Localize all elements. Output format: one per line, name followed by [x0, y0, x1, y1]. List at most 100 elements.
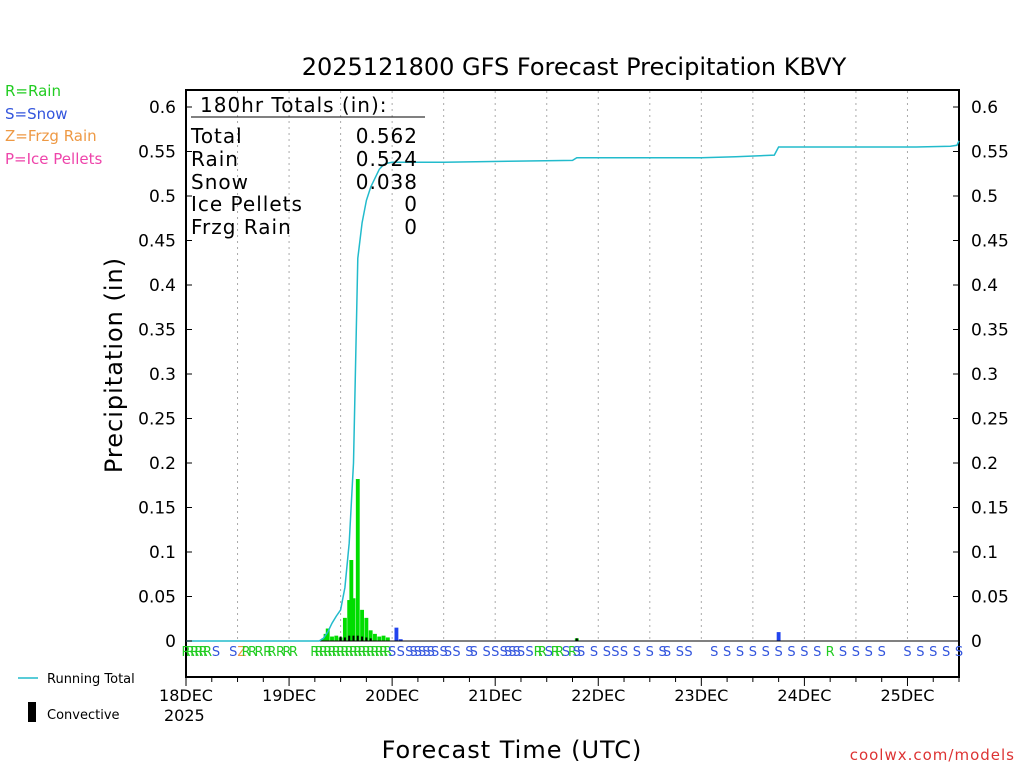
type-mark-18: R [315, 645, 324, 660]
y-tick-label-right-12: 0.6 [971, 98, 998, 118]
convective-swatch [28, 702, 36, 722]
y-axis-right: 0 0.05 0.1 0.15 0.2 0.25 0.3 0.35 0.4 0.45 0.5 0.55… [953, 98, 1009, 652]
convective-bar-1 [343, 637, 346, 641]
type-mark-54: S [513, 645, 521, 660]
x-year-label: 2025 [164, 706, 205, 725]
y-axis-label: Precipitation (in) [100, 257, 128, 473]
type-mark-74: S [676, 645, 684, 660]
type-mark-22: R [332, 645, 341, 660]
type-mark-28: R [358, 645, 367, 660]
type-mark-11: R [254, 645, 263, 660]
type-mark-59: S [545, 645, 553, 660]
precip-bar-3 [330, 636, 334, 641]
convective-bar-8 [575, 638, 578, 641]
y-tick-label-right-8: 0.4 [971, 276, 998, 296]
type-mark-14: R [276, 645, 285, 660]
precip-bar-7 [347, 600, 352, 641]
y-tick-label-left-5: 0.25 [138, 410, 176, 430]
type-mark-82: S [787, 645, 795, 660]
precip-bar-17 [385, 637, 390, 641]
precip-bar-9 [351, 598, 356, 641]
y-tick-label-right-3: 0.15 [971, 499, 1009, 519]
type-mark-91: S [916, 645, 924, 660]
y-tick-label-right-1: 0.05 [971, 588, 1009, 608]
precip-bar-14 [373, 633, 377, 641]
y-tick-label-left-2: 0.1 [149, 543, 176, 563]
x-tick-label-1: 19DEC [262, 686, 316, 705]
precip-bar-11 [360, 609, 365, 641]
precip-bar-10 [355, 479, 360, 641]
type-mark-73: S [663, 645, 671, 660]
type-mark-36: S [397, 645, 405, 660]
type-mark-48: S [470, 645, 478, 660]
totals-label-ice-pellets: Ice Pellets [191, 192, 303, 216]
y-tick-label-left-3: 0.15 [138, 499, 176, 519]
series-legend: Running Total Convective [18, 672, 135, 723]
x-tick-label-7: 25DEC [880, 686, 934, 705]
type-mark-86: S [839, 645, 847, 660]
type-mark-40: S [418, 645, 426, 660]
plot-frame [185, 89, 960, 678]
convective-bar-2 [348, 635, 351, 641]
y-tick-label-right-11: 0.55 [971, 143, 1009, 163]
type-mark-0: R [181, 645, 190, 660]
y-tick-label-left-6: 0.3 [149, 365, 176, 385]
type-mark-81: S [775, 645, 783, 660]
y-tick-label-left-0: 0 [165, 632, 176, 652]
legend-rain: R=Rain [5, 82, 61, 100]
y-axis-left: 0 0.05 0.1 0.15 0.2 0.25 0.3 0.35 0.4 0.45 0.5 0.55… [138, 98, 192, 652]
type-mark-67: S [603, 645, 611, 660]
type-mark-80: S [762, 645, 770, 660]
type-mark-31: R [370, 645, 379, 660]
running-total-legend-label: Running Total [47, 672, 135, 687]
totals-box: 180hr Totals (in): Total 0.562 Rain 0.52… [190, 93, 425, 239]
type-mark-61: R [555, 645, 564, 660]
precip-bar-21 [776, 632, 781, 641]
type-mark-45: S [444, 645, 452, 660]
type-mark-78: S [736, 645, 744, 660]
type-mark-47: S [465, 645, 473, 660]
precip-bar-12 [364, 617, 369, 641]
y-tick-label-right-2: 0.1 [971, 543, 998, 563]
totals-label-snow: Snow [191, 170, 249, 194]
precip-bar-13 [368, 630, 373, 641]
type-mark-84: S [813, 645, 821, 660]
type-mark-70: S [633, 645, 641, 660]
type-mark-93: S [942, 645, 950, 660]
convective-legend-label: Convective [47, 708, 120, 723]
type-legend: R=Rain S=Snow Z=Frzg Rain P=Ice Pellets [5, 82, 102, 168]
totals-value-rain: 0.524 [356, 147, 418, 171]
y-tick-label-right-10: 0.5 [971, 187, 998, 207]
x-tick-label-4: 22DEC [571, 686, 625, 705]
type-mark-15: R [282, 645, 291, 660]
precip-bar-2 [325, 628, 330, 641]
x-tick-label-3: 21DEC [468, 686, 522, 705]
type-mark-85: R [826, 645, 835, 660]
type-mark-26: R [349, 645, 358, 660]
y-tick-label-right-4: 0.2 [971, 454, 998, 474]
type-mark-16: R [289, 645, 298, 660]
type-mark-42: S [427, 645, 435, 660]
convective-bar-0 [339, 636, 342, 641]
type-mark-64: S [573, 645, 581, 660]
type-mark-77: S [723, 645, 731, 660]
type-mark-13: R [267, 645, 276, 660]
legend-ice-pellets: P=Ice Pellets [5, 150, 102, 168]
type-mark-6: S [212, 645, 220, 660]
type-mark-27: R [353, 645, 362, 660]
type-mark-71: S [646, 645, 654, 660]
precip-bar-4 [334, 635, 339, 641]
type-mark-49: S [482, 645, 490, 660]
y-tick-label-left-7: 0.35 [138, 321, 176, 341]
x-tick-label-2: 20DEC [365, 686, 419, 705]
type-mark-55: S [517, 645, 525, 660]
credit-text: coolwx.com/models [850, 746, 1015, 764]
type-mark-58: R [538, 645, 547, 660]
y-tick-label-right-7: 0.35 [971, 321, 1009, 341]
totals-value-snow: 0.038 [356, 170, 418, 194]
y-tick-label-right-9: 0.45 [971, 232, 1009, 252]
y-tick-label-left-9: 0.45 [138, 232, 176, 252]
type-mark-7: S [229, 645, 237, 660]
y-tick-label-right-6: 0.3 [971, 365, 998, 385]
